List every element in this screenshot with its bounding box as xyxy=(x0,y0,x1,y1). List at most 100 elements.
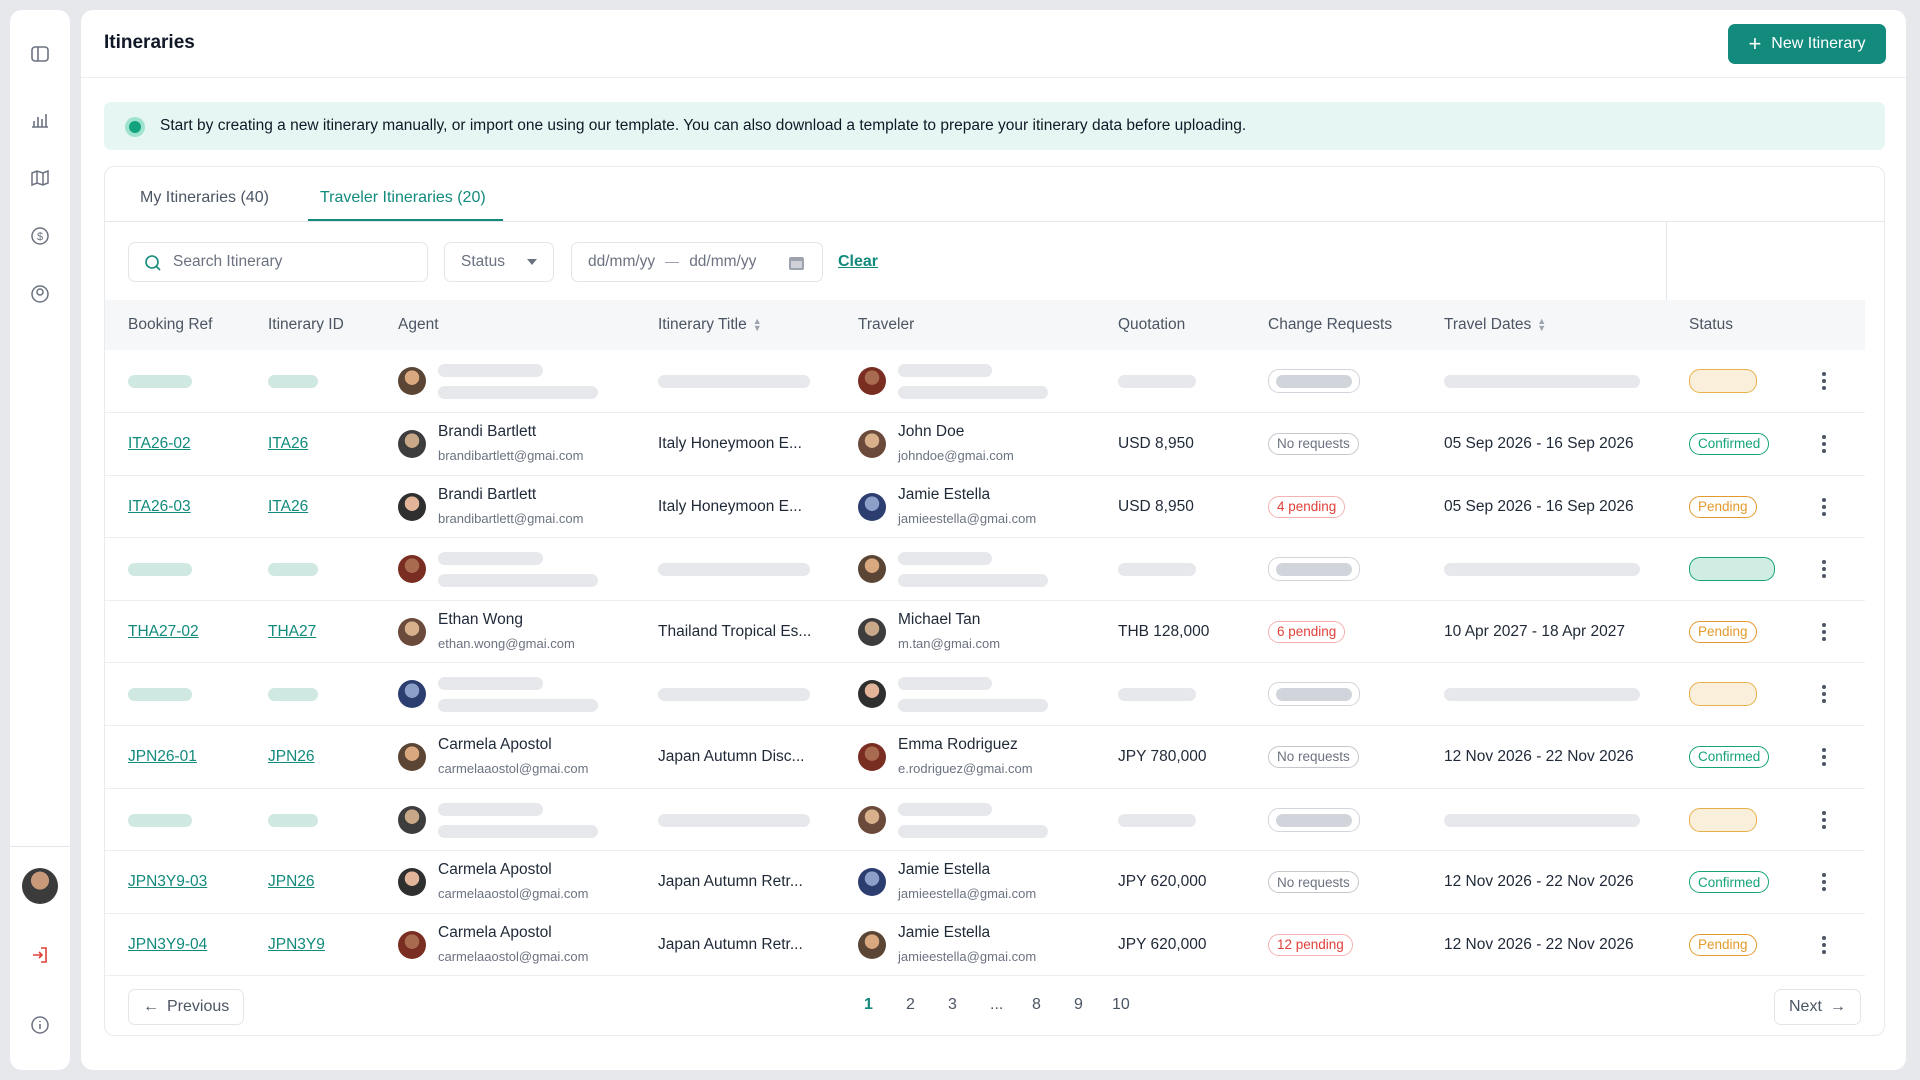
booking-ref[interactable]: JPN3Y9-03 xyxy=(128,873,208,891)
quotation: JPY 620,000 xyxy=(1118,873,1207,891)
user-avatar[interactable] xyxy=(22,868,58,904)
traveler-email: jamieestella@gmai.com xyxy=(898,510,1037,526)
itinerary-id[interactable]: ITA26 xyxy=(268,434,309,452)
agent-name: Ethan Wong xyxy=(438,610,524,628)
table-row xyxy=(105,726,1865,789)
itinerary-title: Japan Autumn Disc... xyxy=(658,747,805,765)
quotation: THB 128,000 xyxy=(1118,622,1210,640)
traveler-name: Emma Rodriguez xyxy=(898,735,1018,753)
skeleton-bar xyxy=(658,563,810,577)
booking-ref[interactable]: JPN26-01 xyxy=(128,747,197,765)
status-dropdown[interactable]: Status xyxy=(444,242,554,282)
travel-dates: 05 Sep 2026 - 16 Sep 2026 xyxy=(1444,497,1634,515)
panel-icon[interactable] xyxy=(30,44,50,64)
travel-dates: 12 Nov 2026 - 22 Nov 2026 xyxy=(1444,873,1634,891)
page-number[interactable]: ... xyxy=(990,996,1004,1013)
user-icon[interactable] xyxy=(30,284,50,304)
page-number[interactable]: 10 xyxy=(1112,996,1130,1013)
page-number[interactable]: 3 xyxy=(948,996,957,1013)
travel-dates: 12 Nov 2026 - 22 Nov 2026 xyxy=(1444,747,1634,765)
search-placeholder: Search Itinerary xyxy=(173,253,283,270)
avatar xyxy=(398,492,426,521)
skeleton-bar xyxy=(438,386,598,400)
itinerary-id[interactable]: JPN26 xyxy=(268,873,315,891)
itinerary-title: Thailand Tropical Es... xyxy=(658,622,812,640)
avatar xyxy=(398,930,426,959)
table-row xyxy=(105,663,1865,726)
row-menu[interactable] xyxy=(1822,873,1826,892)
info-icon[interactable] xyxy=(30,1015,50,1035)
date-to: dd/mm/yy xyxy=(689,253,757,270)
status-badge: Confirmed xyxy=(1689,745,1770,768)
status-badge: Pending xyxy=(1689,495,1757,518)
page-number[interactable]: 2 xyxy=(906,996,915,1013)
skeleton-bar xyxy=(898,802,992,816)
skeleton-bar xyxy=(268,563,318,577)
tab-active[interactable]: Traveler Itineraries (20) xyxy=(320,189,486,206)
page-number[interactable]: 1 xyxy=(864,996,873,1013)
booking-ref[interactable]: THA27-02 xyxy=(128,622,199,640)
skeleton-bar xyxy=(898,386,1048,400)
avatar xyxy=(398,742,426,771)
table-row xyxy=(105,350,1865,413)
skeleton-bar xyxy=(898,364,992,378)
avatar xyxy=(858,805,886,834)
row-menu[interactable] xyxy=(1822,935,1826,954)
next-button[interactable]: Next → xyxy=(1774,989,1861,1025)
dollar-icon[interactable]: $ xyxy=(30,226,50,246)
itinerary-id[interactable]: JPN26 xyxy=(268,747,315,765)
search-input[interactable]: Search Itinerary xyxy=(128,242,428,282)
booking-ref[interactable]: ITA26-02 xyxy=(128,434,191,452)
map-icon[interactable] xyxy=(30,168,50,188)
row-menu[interactable] xyxy=(1822,622,1826,641)
skeleton-bar xyxy=(898,677,992,691)
divider xyxy=(10,846,70,847)
caret xyxy=(526,259,537,265)
row-menu[interactable] xyxy=(1822,434,1826,453)
avatar xyxy=(858,742,886,771)
row-menu[interactable] xyxy=(1822,810,1826,829)
avatar xyxy=(398,367,426,396)
change-requests: 6 pending xyxy=(1268,620,1346,643)
booking-ref[interactable]: JPN3Y9-04 xyxy=(128,935,208,953)
date-range[interactable]: dd/mm/yy dd/mm/yy xyxy=(571,242,823,282)
table-row xyxy=(105,538,1865,601)
column-header[interactable]: Travel Dates ▲ ▼ xyxy=(1444,316,1546,334)
page-number[interactable]: 8 xyxy=(1032,996,1041,1013)
skeleton-bar xyxy=(1118,688,1196,702)
page-number[interactable]: 9 xyxy=(1074,996,1083,1013)
skeleton-bar xyxy=(438,802,543,816)
row-menu[interactable] xyxy=(1822,747,1826,766)
column-header[interactable]: Itinerary Title ▲ ▼ xyxy=(658,316,762,334)
skeleton-bar xyxy=(898,552,992,566)
booking-ref[interactable]: ITA26-03 xyxy=(128,497,191,515)
itinerary-id[interactable]: ITA26 xyxy=(268,497,309,515)
banner-icon xyxy=(125,117,145,137)
row-menu[interactable] xyxy=(1822,560,1826,579)
skeleton-bar xyxy=(1444,563,1640,577)
quotation: JPY 620,000 xyxy=(1118,935,1207,953)
traveler-name: Jamie Estella xyxy=(898,485,991,503)
avatar xyxy=(398,555,426,584)
clear-filters[interactable]: Clear xyxy=(838,253,879,270)
travel-dates: 05 Sep 2026 - 16 Sep 2026 xyxy=(1444,434,1634,452)
tab[interactable]: My Itineraries (40) xyxy=(140,189,269,206)
info-banner: Start by creating a new itinerary manual… xyxy=(104,102,1885,150)
travel-dates: 12 Nov 2026 - 22 Nov 2026 xyxy=(1444,935,1634,953)
chart-icon[interactable] xyxy=(30,110,50,130)
skeleton-bar xyxy=(1276,375,1352,389)
status-badge: Confirmed xyxy=(1689,432,1770,455)
sort-icon: ▲ ▼ xyxy=(1537,315,1547,333)
previous-button[interactable]: ← Previous xyxy=(128,989,245,1025)
row-menu[interactable] xyxy=(1822,497,1826,516)
logout-icon[interactable] xyxy=(30,945,50,965)
itinerary-id[interactable]: JPN3Y9 xyxy=(268,935,325,953)
row-menu[interactable] xyxy=(1822,372,1826,391)
search-icon xyxy=(145,255,161,271)
agent-name: Carmela Apostol xyxy=(438,923,552,941)
new-itinerary-button[interactable]: + New Itinerary xyxy=(1728,24,1886,64)
quotation: JPY 780,000 xyxy=(1118,747,1207,765)
row-menu[interactable] xyxy=(1822,685,1826,704)
itinerary-id[interactable]: THA27 xyxy=(268,622,317,640)
skeleton-bar xyxy=(658,688,810,702)
